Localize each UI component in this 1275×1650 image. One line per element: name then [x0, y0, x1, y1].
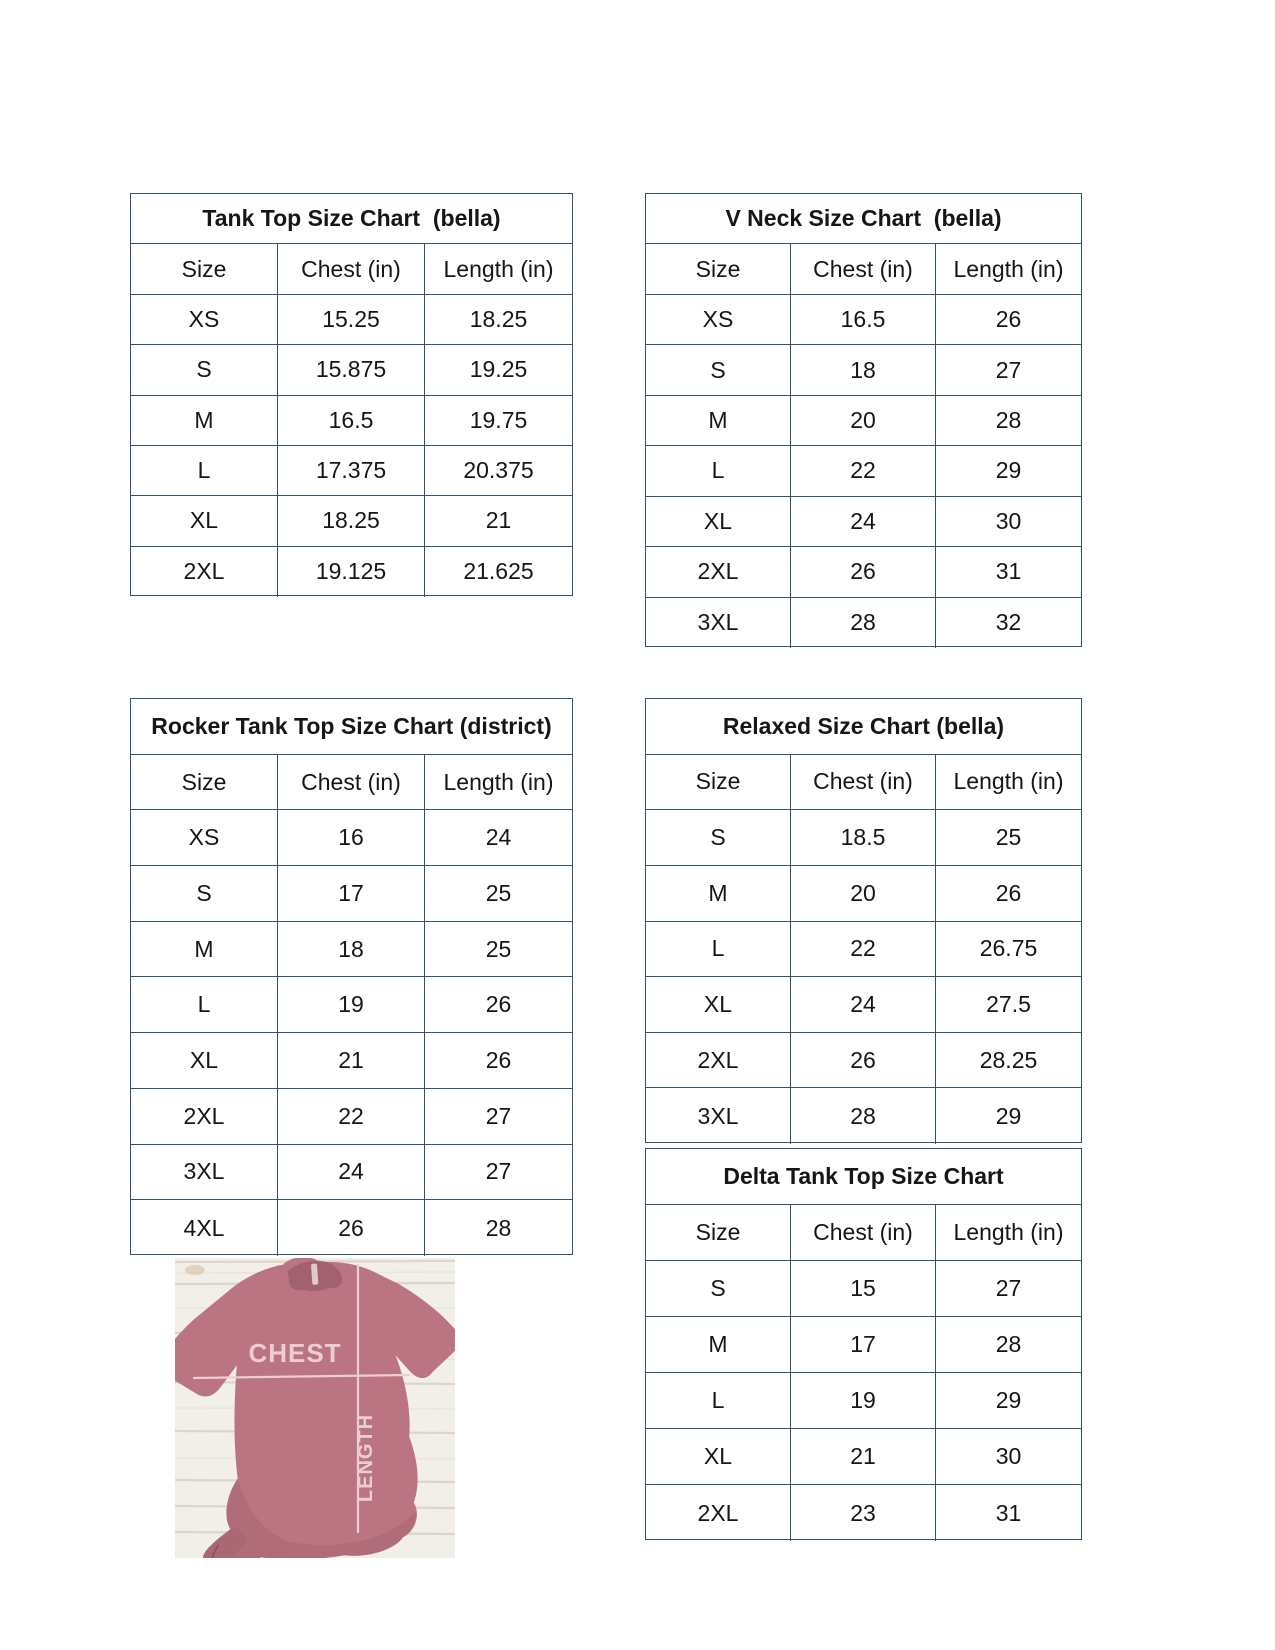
svg-text:CHEST: CHEST — [248, 1338, 341, 1368]
svg-text:LENGTH: LENGTH — [355, 1414, 377, 1502]
